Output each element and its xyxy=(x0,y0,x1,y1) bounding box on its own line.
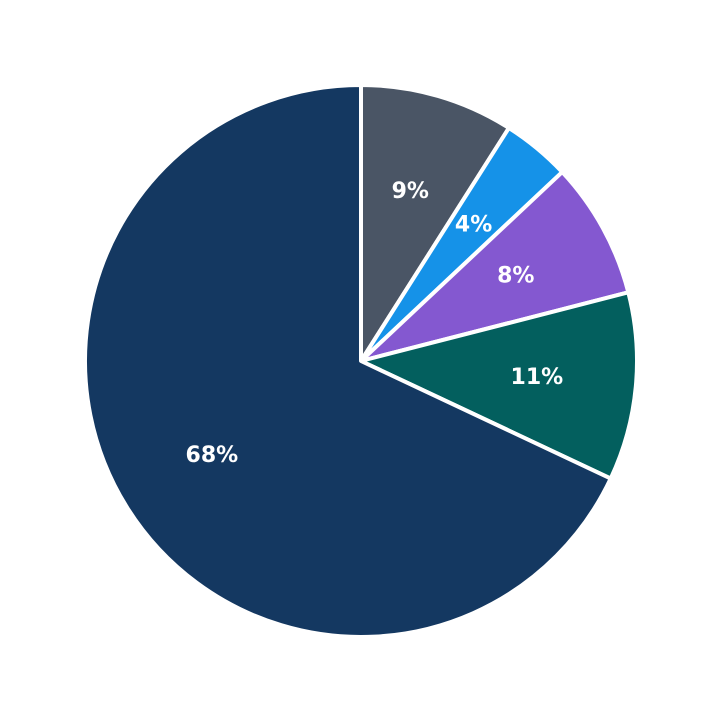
pie-slice-4 xyxy=(83,83,613,639)
pie-slice-label-3: 11% xyxy=(511,365,564,390)
pie-slice-label-1: 4% xyxy=(455,212,492,237)
pie-slice-0 xyxy=(359,83,511,363)
pie-labels: 9% 4% 8% 11% 68% xyxy=(186,179,564,468)
pie-slice-label-4: 68% xyxy=(186,443,239,468)
pie-slice-2 xyxy=(359,170,631,363)
pie-slices xyxy=(83,83,639,639)
pie-slice-label-0: 9% xyxy=(392,179,429,204)
pie-slice-3 xyxy=(359,290,639,481)
pie-slice-label-2: 8% xyxy=(497,263,534,288)
